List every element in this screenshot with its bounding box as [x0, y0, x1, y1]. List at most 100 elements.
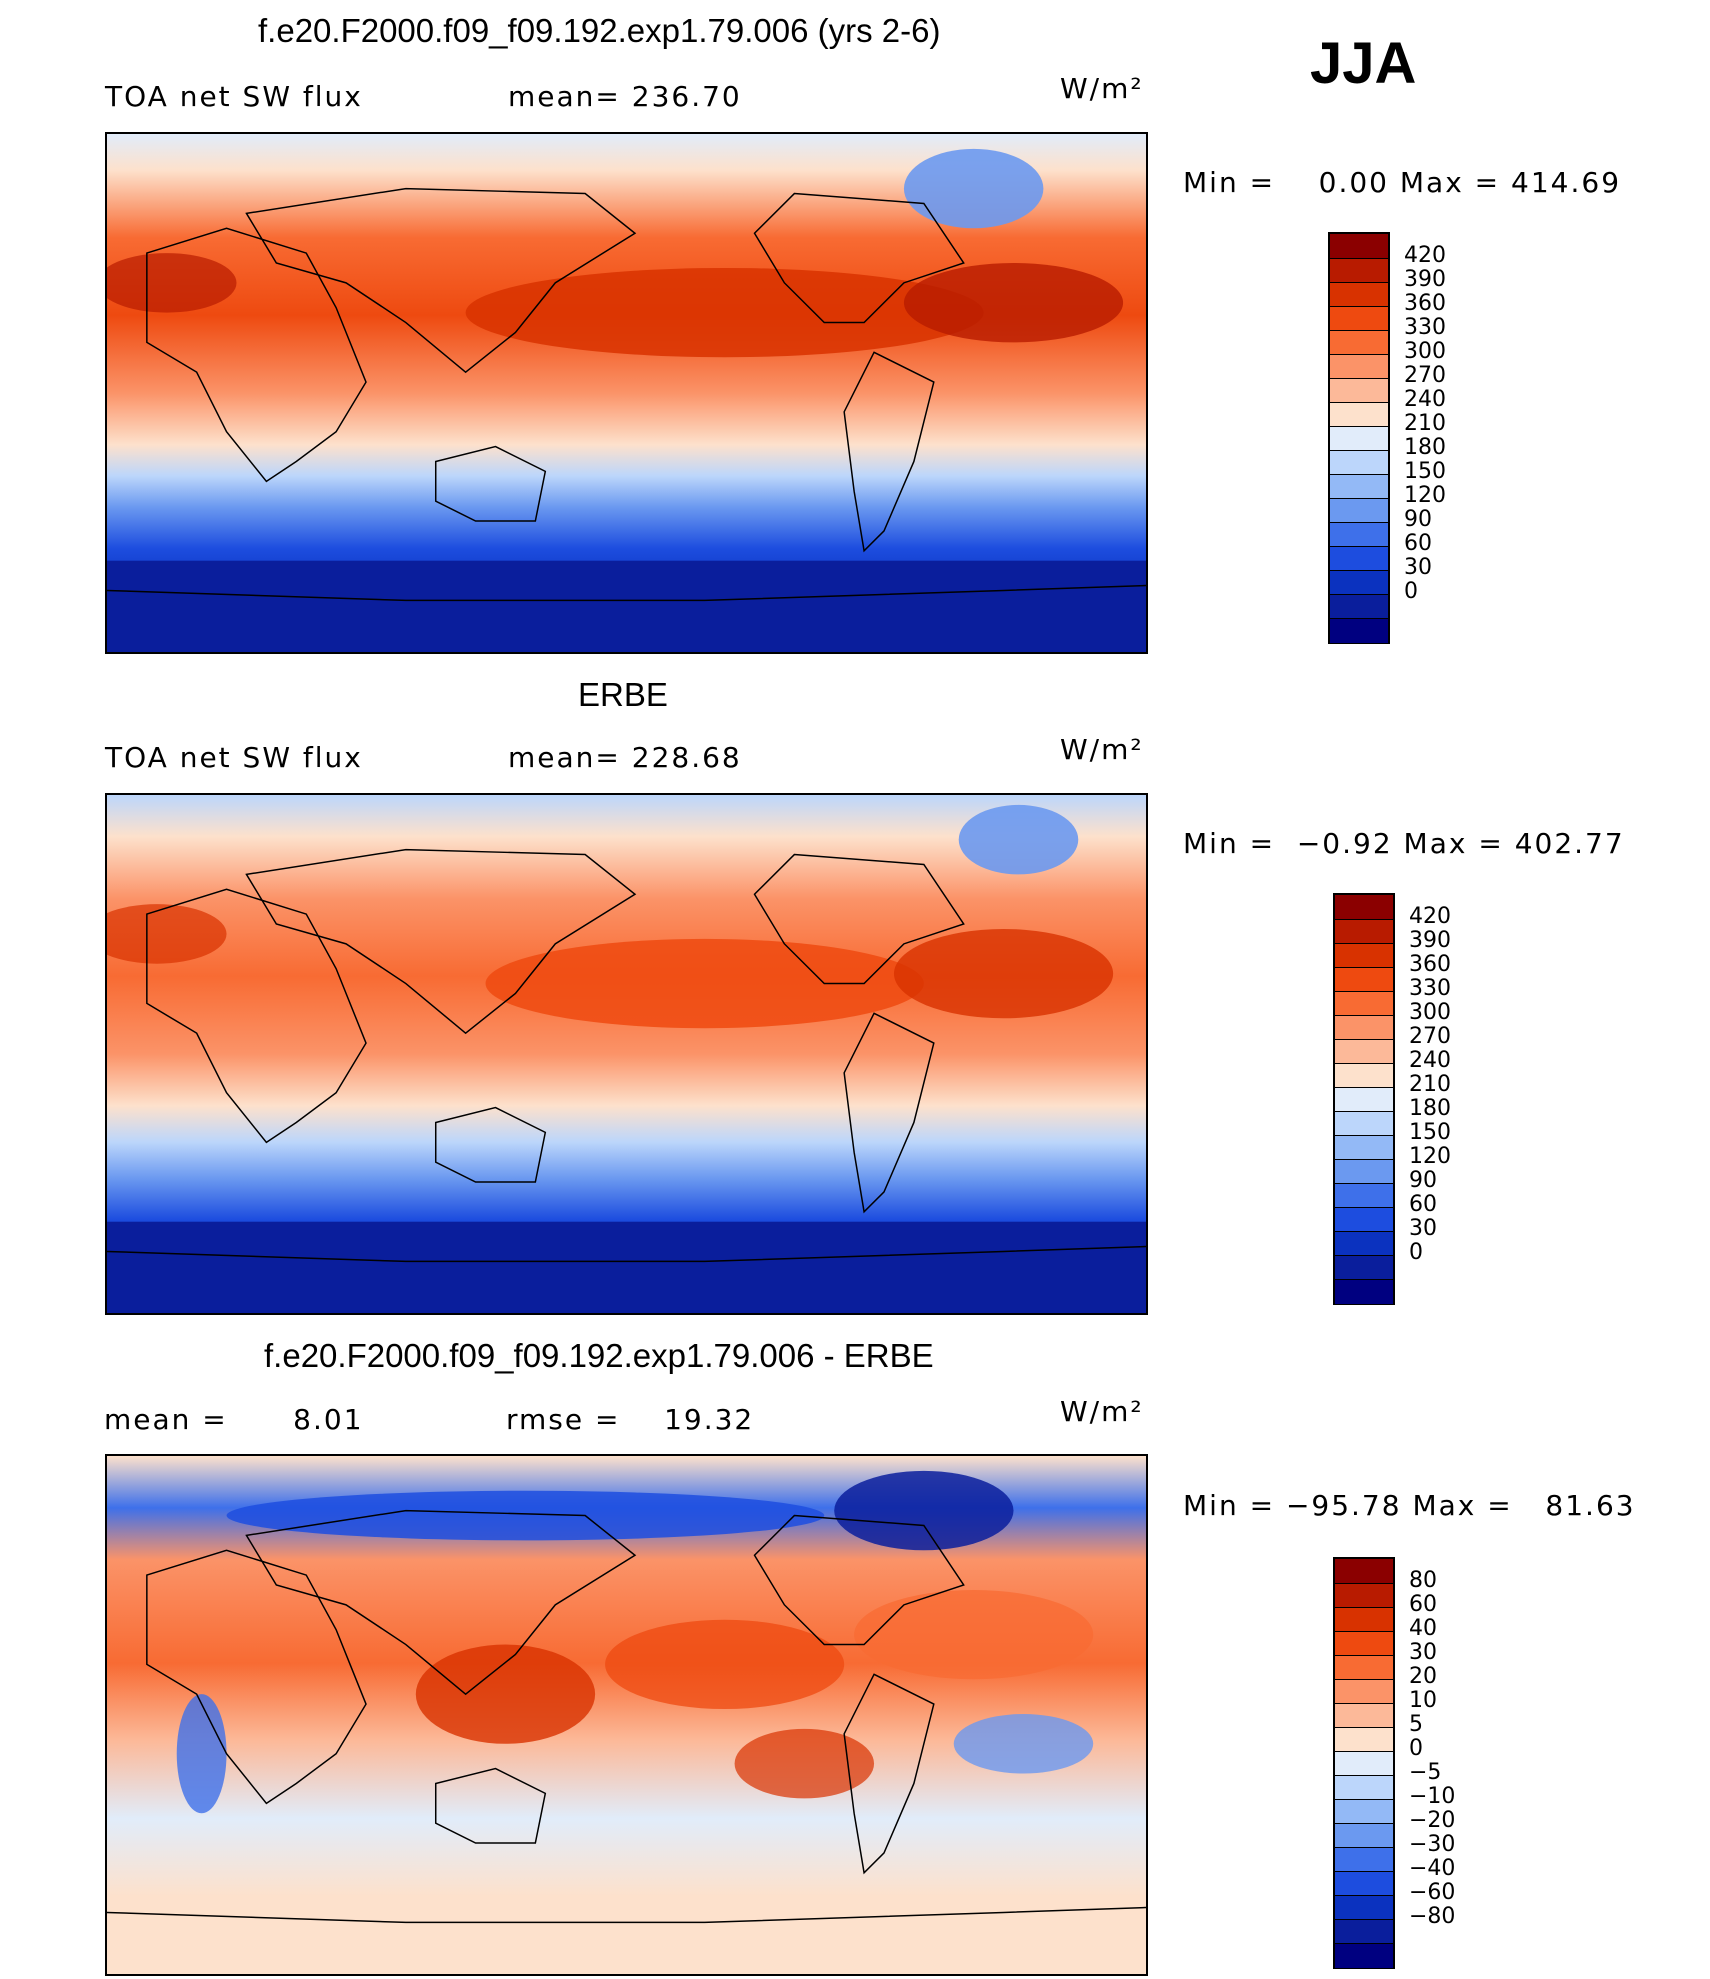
colorbar-segment [1335, 1943, 1393, 1968]
colorbar-segment [1335, 1207, 1393, 1232]
colorbar-segment [1335, 991, 1393, 1016]
colorbar-segment [1335, 1159, 1393, 1184]
colorbar-segment [1330, 330, 1388, 355]
colorbar-tick-label: 60 [1409, 1592, 1437, 1617]
colorbar-tick-label: 390 [1409, 928, 1451, 953]
colorbar-segment [1335, 1183, 1393, 1208]
colorbar-tick-label: −30 [1409, 1832, 1456, 1857]
colorbar-segment [1330, 402, 1388, 427]
colorbar-tick-label: 180 [1404, 435, 1446, 460]
colorbar-segment [1335, 1823, 1393, 1848]
colorbar-segment [1335, 1919, 1393, 1944]
colorbar-tick-label: 390 [1404, 267, 1446, 292]
colorbar-segment [1335, 1039, 1393, 1064]
colorbar-tick-label: 420 [1404, 243, 1446, 268]
colorbar-segment [1330, 522, 1388, 547]
colorbar-segment [1330, 570, 1388, 595]
colorbar-segment [1335, 1255, 1393, 1280]
colorbar-model [1328, 232, 1390, 644]
colorbar-segment [1335, 1703, 1393, 1728]
colorbar-tick-label: 30 [1404, 555, 1432, 580]
colorbar-segment [1330, 594, 1388, 619]
colorbar-segment [1335, 967, 1393, 992]
colorbar-segment [1335, 943, 1393, 968]
map-difference [105, 1454, 1148, 1976]
colorbar-tick-label: 330 [1409, 976, 1451, 1001]
colorbar-segment [1335, 1279, 1393, 1304]
colorbar-segment [1330, 234, 1388, 258]
mean-label: mean= 236.70 [508, 80, 742, 113]
colorbar-tick-label: 120 [1404, 483, 1446, 508]
colorbar-tick-label: 360 [1409, 952, 1451, 977]
variable-label: TOA net SW flux [105, 80, 363, 113]
colorbar-segment [1335, 1871, 1393, 1896]
unit-label: W/m² [1060, 72, 1144, 105]
colorbar-segment [1330, 426, 1388, 451]
colorbar-segment [1335, 1847, 1393, 1872]
colorbar-tick-label: 90 [1404, 507, 1432, 532]
panel-title: f.e20.F2000.f09_f09.192.exp1.79.006 (yrs… [258, 12, 941, 49]
colorbar-segment [1330, 498, 1388, 523]
mean-label: mean= 228.68 [508, 741, 742, 774]
colorbar-segment [1330, 618, 1388, 643]
colorbar-segment [1335, 1751, 1393, 1776]
colorbar-segment [1330, 378, 1388, 403]
colorbar-segment [1335, 1727, 1393, 1752]
colorbar-segment [1335, 1135, 1393, 1160]
colorbar-tick-label: 210 [1409, 1072, 1451, 1097]
colorbar-tick-label: −20 [1409, 1808, 1456, 1833]
colorbar-segment [1335, 1231, 1393, 1256]
colorbar-segment [1335, 919, 1393, 944]
colorbar-tick-label: 360 [1404, 291, 1446, 316]
colorbar-tick-label: 60 [1404, 531, 1432, 556]
colorbar-segment [1335, 1775, 1393, 1800]
colorbar-tick-label: 240 [1409, 1048, 1451, 1073]
min-max-label: Min = −0.92 Max = 402.77 [1183, 827, 1625, 860]
colorbar-segment [1335, 1111, 1393, 1136]
map-observation [105, 793, 1148, 1315]
colorbar-segment [1335, 1559, 1393, 1583]
colorbar-segment [1330, 282, 1388, 307]
variable-label: TOA net SW flux [105, 741, 363, 774]
colorbar-tick-label: 150 [1404, 459, 1446, 484]
colorbar-tick-label: 270 [1404, 363, 1446, 388]
unit-label: W/m² [1060, 733, 1144, 766]
colorbar-tick-label: 0 [1409, 1736, 1423, 1761]
colorbar-tick-label: 20 [1409, 1664, 1437, 1689]
colorbar-tick-label: 300 [1404, 339, 1446, 364]
colorbar-segment [1330, 474, 1388, 499]
season-label: JJA [1310, 31, 1417, 96]
colorbar-tick-label: 210 [1404, 411, 1446, 436]
colorbar-tick-label: −40 [1409, 1856, 1456, 1881]
colorbar-tick-label: 30 [1409, 1640, 1437, 1665]
colorbar-segment [1330, 258, 1388, 283]
panel-title: ERBE [578, 676, 668, 713]
colorbar-segment [1335, 895, 1393, 919]
colorbar-segment [1335, 1063, 1393, 1088]
colorbar-segment [1330, 450, 1388, 475]
colorbar-segment [1335, 1583, 1393, 1608]
colorbar-segment [1335, 1087, 1393, 1112]
colorbar-tick-label: 40 [1409, 1616, 1437, 1641]
colorbar-tick-label: 240 [1404, 387, 1446, 412]
colorbar-segment [1335, 1015, 1393, 1040]
colorbar-difference [1333, 1557, 1395, 1969]
colorbar-segment [1330, 354, 1388, 379]
colorbar-segment [1335, 1655, 1393, 1680]
colorbar-tick-label: 270 [1409, 1024, 1451, 1049]
colorbar-tick-label: 420 [1409, 904, 1451, 929]
colorbar-tick-label: 80 [1409, 1568, 1437, 1593]
colorbar-tick-label: 180 [1409, 1096, 1451, 1121]
colorbar-segment [1330, 546, 1388, 571]
colorbar-tick-label: 0 [1404, 579, 1418, 604]
colorbar-tick-label: 90 [1409, 1168, 1437, 1193]
mean-label: mean = 8.01 [104, 1403, 364, 1436]
colorbar-tick-label: 60 [1409, 1192, 1437, 1217]
map-model [105, 132, 1148, 654]
colorbar-tick-label: 150 [1409, 1120, 1451, 1145]
colorbar-segment [1335, 1607, 1393, 1632]
colorbar-tick-label: 300 [1409, 1000, 1451, 1025]
colorbar-tick-label: −10 [1409, 1784, 1456, 1809]
colorbar-tick-label: −60 [1409, 1880, 1456, 1905]
colorbar-segment [1335, 1631, 1393, 1656]
